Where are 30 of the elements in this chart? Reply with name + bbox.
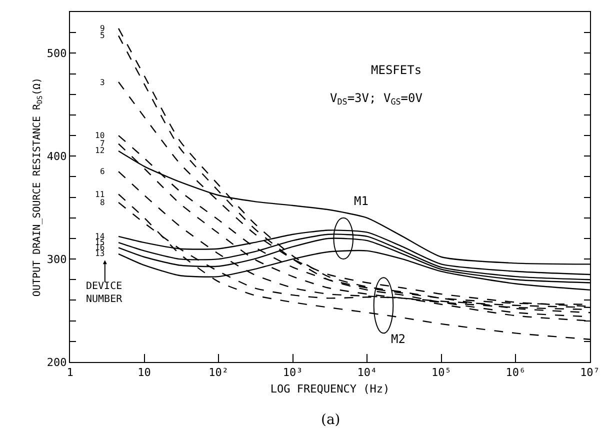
annotation: M1 bbox=[354, 194, 368, 208]
series-label: 3 bbox=[100, 78, 105, 87]
y-tick-label: 400 bbox=[46, 150, 67, 163]
text: MESFETs bbox=[371, 63, 422, 77]
x-tick-label: 1 bbox=[66, 366, 74, 380]
series-label: 5 bbox=[100, 31, 105, 40]
series-label: 10 bbox=[95, 131, 105, 140]
x-tick-label: 10⁵ bbox=[431, 366, 452, 380]
series-label: 7 bbox=[100, 139, 105, 148]
series-label: 9 bbox=[100, 24, 105, 33]
x-tick-label: 10² bbox=[208, 366, 229, 380]
annotation: M2 bbox=[391, 332, 406, 346]
series-label: 13 bbox=[95, 249, 105, 258]
series-label: 8 bbox=[100, 198, 105, 207]
x-tick-label: 10⁷ bbox=[580, 366, 600, 380]
y-tick-label: 500 bbox=[46, 47, 67, 60]
x-tick-label: 10³ bbox=[282, 366, 303, 380]
series-label: 12 bbox=[95, 146, 105, 155]
text: V$_{DS}$=3V; V$_{GS}$=0V bbox=[330, 91, 422, 107]
text: (a) bbox=[321, 412, 340, 428]
x-tick-label: 10⁴ bbox=[357, 366, 378, 380]
x-axis-title: LOG FREQUENCY (Hz) bbox=[270, 382, 390, 396]
series-label: 6 bbox=[100, 167, 105, 176]
x-tick-label: 10 bbox=[138, 366, 151, 380]
series-label: 15 bbox=[95, 238, 105, 247]
series-label: 11 bbox=[95, 190, 105, 199]
x-tick-label: 10⁶ bbox=[506, 366, 526, 380]
y-tick-label: 300 bbox=[46, 252, 67, 266]
annotation: DEVICE NUMBER bbox=[86, 281, 124, 305]
y-tick-label: 200 bbox=[46, 356, 67, 369]
